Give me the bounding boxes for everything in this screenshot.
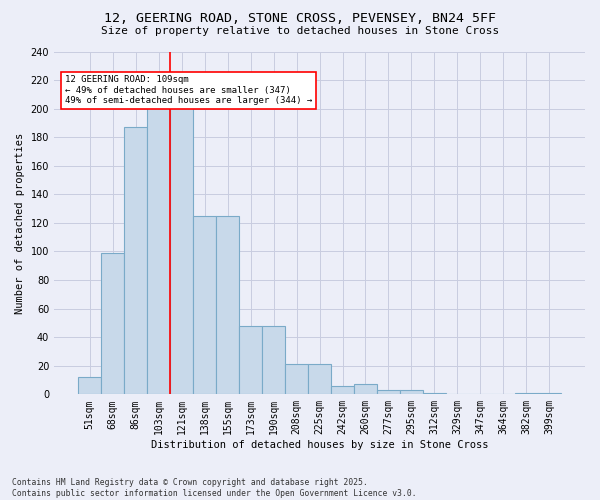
Bar — [239, 326, 262, 394]
Bar — [147, 107, 170, 395]
Bar — [124, 127, 147, 394]
Bar — [170, 107, 193, 395]
Bar — [308, 364, 331, 394]
Bar — [515, 393, 538, 394]
Bar — [216, 216, 239, 394]
Bar — [331, 386, 354, 394]
Text: 12, GEERING ROAD, STONE CROSS, PEVENSEY, BN24 5FF: 12, GEERING ROAD, STONE CROSS, PEVENSEY,… — [104, 12, 496, 26]
Bar — [400, 390, 423, 394]
Bar — [538, 393, 561, 394]
Bar — [423, 393, 446, 394]
Bar — [285, 364, 308, 394]
Bar — [354, 384, 377, 394]
Bar — [101, 253, 124, 394]
Bar — [193, 216, 216, 394]
Bar — [78, 377, 101, 394]
Bar — [262, 326, 285, 394]
Y-axis label: Number of detached properties: Number of detached properties — [15, 132, 25, 314]
Text: Size of property relative to detached houses in Stone Cross: Size of property relative to detached ho… — [101, 26, 499, 36]
Text: 12 GEERING ROAD: 109sqm
← 49% of detached houses are smaller (347)
49% of semi-d: 12 GEERING ROAD: 109sqm ← 49% of detache… — [65, 76, 312, 106]
Bar — [377, 390, 400, 394]
Text: Contains HM Land Registry data © Crown copyright and database right 2025.
Contai: Contains HM Land Registry data © Crown c… — [12, 478, 416, 498]
X-axis label: Distribution of detached houses by size in Stone Cross: Distribution of detached houses by size … — [151, 440, 488, 450]
